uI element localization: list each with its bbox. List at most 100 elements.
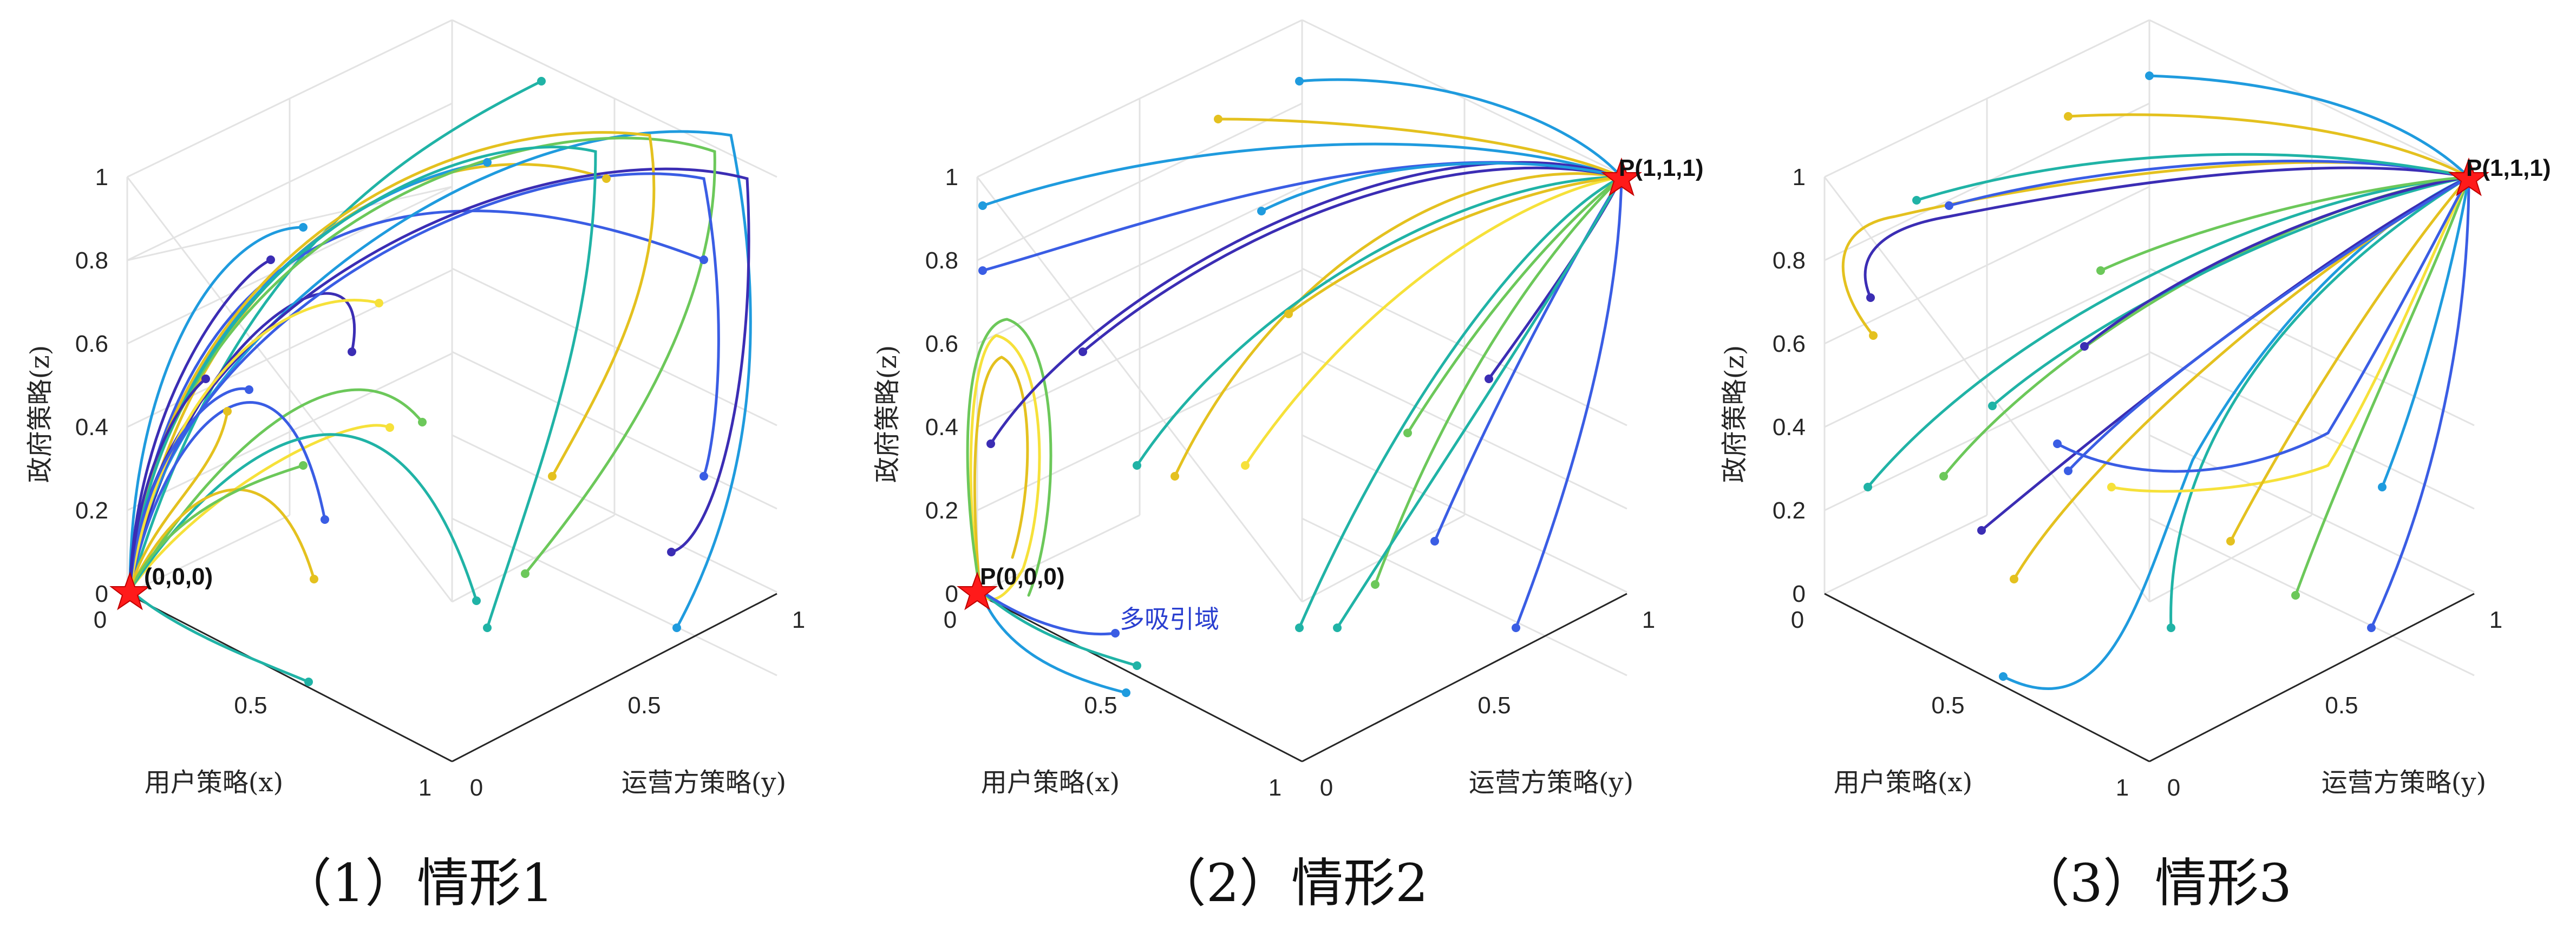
trajectory-start-point (1988, 402, 1997, 410)
trajectory-line (128, 167, 750, 592)
trajectory-start-point (418, 418, 427, 426)
trajectory-start-point (1371, 580, 1379, 589)
panel-1-caption: （1）情形1 (280, 853, 554, 914)
x-tick-label: 1 (2116, 774, 2129, 801)
panel-2-box-edges (977, 593, 1627, 763)
y-tick-label: 1 (2489, 607, 2502, 633)
trajectory-start-point (1939, 472, 1948, 481)
trajectory-line (1298, 175, 1623, 629)
panel-1-start-points (201, 77, 708, 686)
x-tick-label: 0 (1791, 607, 1804, 633)
panel-1-y-axis-label: 运营方策略(y) (622, 767, 787, 798)
axis-grid-line (1824, 352, 2150, 511)
panel-1-equilibrium-star-marker (109, 572, 151, 610)
trajectory-start-point (1945, 201, 1953, 210)
trajectory-start-point (472, 596, 481, 605)
axis-grid-line (127, 186, 453, 261)
panel-2-z-axis-label: 政府策略(z) (872, 345, 903, 483)
z-tick-label: 0.4 (1773, 414, 1806, 441)
trajectory-line (1374, 175, 1623, 586)
trajectory-start-point (385, 423, 394, 432)
trajectory-start-point (2367, 623, 2376, 632)
panel-1-equilibrium-label: (0,0,0) (144, 563, 213, 590)
trajectory-start-point (1977, 526, 1986, 535)
trajectory-start-point (521, 569, 529, 578)
y-tick-label: 1 (792, 607, 805, 633)
trajectory-line (128, 299, 381, 592)
trajectory-start-point (299, 223, 308, 232)
axis-grid-line (452, 351, 777, 510)
trajectory-start-point (548, 472, 557, 481)
axis-grid-line (977, 186, 1303, 345)
trajectory-line (128, 146, 597, 629)
panel-2-z-ticks: 0 0.2 0.4 0.6 0.8 1 (925, 164, 958, 607)
x-tick-label: 0.5 (1084, 692, 1117, 719)
trajectory-start-point (1430, 537, 1439, 546)
axis-grid-line (977, 593, 1303, 763)
panel-3-x-ticks: 0 0.5 1 (1791, 607, 2129, 801)
trajectory-start-point (1284, 310, 1293, 318)
trajectory-start-point (1295, 77, 1304, 86)
trajectory-line (1864, 166, 2470, 299)
axis-grid-line (977, 514, 1140, 595)
trajectory-start-point (1512, 623, 1520, 632)
trajectory-start-point (672, 623, 681, 632)
trajectory-line (128, 464, 305, 592)
panel-3-trajectories (1841, 74, 2470, 690)
trajectory-start-point (2145, 71, 2154, 80)
y-tick-label: 0.5 (627, 692, 661, 719)
axis-grid-line (1824, 514, 1987, 595)
axis-grid-line (1302, 517, 1627, 677)
trajectory-line (1406, 175, 1623, 435)
panel-2-caption: （2）情形2 (1154, 853, 1428, 914)
trajectory-line (2110, 175, 2470, 493)
z-tick-label: 0.8 (75, 247, 108, 274)
trajectory-line (978, 588, 1128, 694)
trajectory-line (2067, 113, 2470, 179)
trajectory-start-point (2053, 439, 2062, 448)
trajectory-line (128, 258, 272, 592)
trajectory-line (2099, 175, 2470, 272)
z-tick-label: 1 (95, 164, 108, 191)
axis-grid-line (2149, 517, 2475, 677)
panel-2-equilibrium-star-marker (957, 572, 998, 610)
trajectory-start-point (1912, 196, 1921, 205)
trajectory-start-point (1122, 688, 1130, 697)
y-tick-label: 0 (2167, 774, 2180, 801)
trajectory-line (1433, 175, 1623, 543)
trajectory-start-point (2064, 112, 2072, 121)
panel-2-start-points (978, 77, 1520, 697)
trajectory-line (1866, 175, 2470, 489)
trajectory-line (128, 136, 716, 592)
trajectory-line (2067, 175, 2470, 472)
trajectory-line (981, 142, 1623, 207)
panel-1-x-axis-label: 用户策略(x) (145, 767, 284, 798)
trajectory-start-point (299, 461, 308, 470)
panel-2-annotation: 多吸引域 (1120, 605, 1219, 634)
trajectory-start-point (201, 375, 210, 383)
trajectory-line (128, 410, 229, 592)
panel-3-y-ticks: 0 0.5 1 (2167, 607, 2502, 801)
panel-2-x-axis-label: 用户策略(x) (981, 767, 1120, 798)
panel-3-equilibrium-star-marker (2448, 157, 2489, 196)
trajectory-start-point (978, 201, 987, 210)
y-tick-label: 0.5 (1477, 692, 1511, 719)
trajectory-line (2056, 175, 2470, 473)
trajectory-start-point (1171, 472, 1179, 481)
panel-1-trajectories (128, 80, 752, 684)
axis-grid-line (977, 269, 1303, 428)
trajectory-line (1915, 153, 2470, 202)
trajectory-start-point (2096, 266, 2105, 275)
trajectory-line (128, 588, 310, 684)
axis-grid-line (1302, 593, 1627, 763)
trajectory-start-point (223, 407, 232, 416)
trajectory-start-point (699, 255, 708, 264)
trajectory-start-point (2010, 575, 2018, 583)
panel-3-x-axis-label: 用户策略(x) (1834, 767, 1973, 798)
axis-grid-line (127, 593, 453, 763)
trajectory-line (966, 318, 1052, 597)
panel-3-z-axis-label: 政府策略(z) (1719, 345, 1750, 483)
trajectory-start-point (1257, 207, 1266, 215)
z-tick-label: 0.4 (75, 414, 108, 441)
